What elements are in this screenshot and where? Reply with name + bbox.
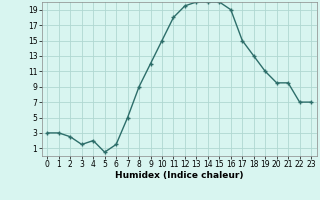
X-axis label: Humidex (Indice chaleur): Humidex (Indice chaleur) [115, 171, 244, 180]
